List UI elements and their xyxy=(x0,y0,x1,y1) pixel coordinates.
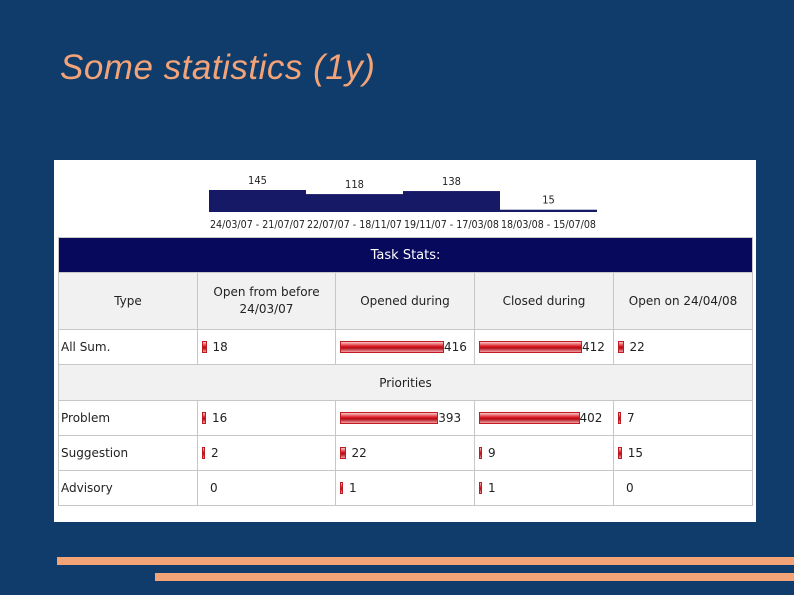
stat-bar xyxy=(340,412,439,424)
stat-cell-open-before: 2 xyxy=(197,435,336,471)
stat-bar xyxy=(618,412,621,424)
stat-cell-open-on: 0 xyxy=(612,470,754,506)
stat-bar xyxy=(340,341,444,353)
stat-bar xyxy=(479,341,582,353)
accent-stripe-top xyxy=(57,557,794,565)
task-stats-table: Task Stats: Type Open from before 24/03/… xyxy=(57,237,754,506)
stat-value: 22 xyxy=(351,446,367,460)
row-type-label: Problem xyxy=(58,400,198,436)
chart-bar xyxy=(500,209,597,212)
stat-cell-open-before: 16 xyxy=(197,400,336,436)
stat-cell-open-on: 22 xyxy=(612,329,754,365)
stat-bar xyxy=(202,412,206,424)
stat-value: 416 xyxy=(444,340,467,354)
stats-screenshot: 145 24/03/07 - 21/07/07 118 22/07/07 - 18/1… xyxy=(54,160,756,522)
priority-row: Advisory 0 1 1 0 xyxy=(58,470,754,506)
stat-value: 0 xyxy=(626,481,634,495)
chart-category-label: 22/07/07 - 18/11/07 xyxy=(307,218,402,231)
stat-cell-closed: 412 xyxy=(474,329,614,365)
column-header-opened: Opened during xyxy=(335,272,475,330)
accent-stripe-bottom xyxy=(155,573,794,581)
chart-bar xyxy=(209,190,306,212)
task-stats-title: Task Stats: xyxy=(57,237,754,273)
stat-value: 1 xyxy=(349,481,357,495)
priorities-header: Priorities xyxy=(57,364,754,401)
period-bar-chart: 145 24/03/07 - 21/07/07 118 22/07/07 - 18/1… xyxy=(209,174,597,231)
stat-value: 402 xyxy=(579,411,603,425)
stat-bar xyxy=(479,482,482,494)
stat-cell-closed: 9 xyxy=(474,435,614,471)
chart-value-label: 118 xyxy=(345,178,364,191)
stat-cell-open-before: 18 xyxy=(197,329,336,365)
column-header-closed: Closed during xyxy=(474,272,614,330)
stat-value: 393 xyxy=(438,411,462,425)
row-type-label: Advisory xyxy=(58,470,198,506)
stat-value: 412 xyxy=(582,340,605,354)
chart-bar xyxy=(403,191,500,212)
stat-bar xyxy=(479,447,482,459)
row-type-label: Suggestion xyxy=(58,435,198,471)
stat-cell-closed: 402 xyxy=(474,400,614,436)
stat-bar xyxy=(340,482,343,494)
stat-bar xyxy=(202,447,205,459)
stat-value: 2 xyxy=(211,446,219,460)
stat-cell-opened: 22 xyxy=(335,435,475,471)
stat-bar xyxy=(618,447,622,459)
stat-cell-closed: 1 xyxy=(474,470,614,506)
stat-value: 1 xyxy=(488,481,496,495)
stat-cell-open-before: 0 xyxy=(197,470,336,506)
stat-value: 16 xyxy=(212,411,228,425)
stat-cell-open-on: 15 xyxy=(612,435,754,471)
stat-cell-open-on: 7 xyxy=(612,400,754,436)
priority-row: Suggestion 2 22 9 15 xyxy=(58,435,754,471)
priority-row: Problem 16 393 402 7 xyxy=(58,400,754,436)
stat-cell-opened: 1 xyxy=(335,470,475,506)
chart-value-label: 138 xyxy=(442,175,461,188)
stat-cell-opened: 393 xyxy=(335,400,475,436)
stat-bar xyxy=(618,341,624,353)
summary-row: All Sum. 18 416 412 22 xyxy=(58,329,754,365)
stat-value: 7 xyxy=(627,411,635,425)
stat-value: 18 xyxy=(212,340,228,354)
stat-bar xyxy=(202,341,207,353)
stat-value: 15 xyxy=(627,446,644,460)
chart-value-label: 145 xyxy=(248,174,267,187)
slide-title: Some statistics (1y) xyxy=(60,48,376,87)
column-header-open-on: Open on 24/04/08 xyxy=(612,272,754,330)
stat-bar xyxy=(479,412,580,424)
row-type-label: All Sum. xyxy=(58,329,198,365)
column-header-open-before: Open from before 24/03/07 xyxy=(197,272,336,330)
stat-bar xyxy=(340,447,346,459)
stat-value: 0 xyxy=(210,481,218,495)
stat-cell-opened: 416 xyxy=(335,329,475,365)
stat-value: 22 xyxy=(629,340,645,354)
column-header-type: Type xyxy=(58,272,198,330)
chart-category-label: 18/03/08 - 15/07/08 xyxy=(501,218,596,231)
chart-category-label: 24/03/07 - 21/07/07 xyxy=(210,218,305,231)
stat-value: 9 xyxy=(488,446,496,460)
chart-bar xyxy=(306,194,403,212)
chart-category-label: 19/11/07 - 17/03/08 xyxy=(404,218,499,231)
chart-value-label: 15 xyxy=(542,194,555,207)
